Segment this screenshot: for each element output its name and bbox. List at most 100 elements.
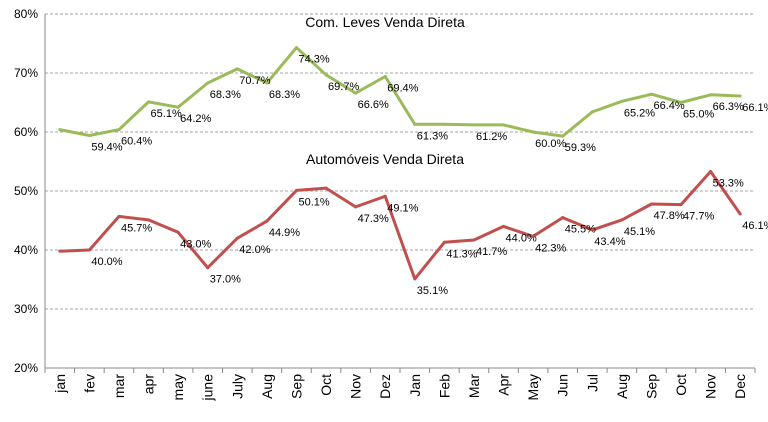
data-point <box>620 218 624 222</box>
x-tick-label: jan <box>52 374 68 394</box>
x-tick-label: Sep <box>643 374 659 399</box>
x-tick-label: July <box>229 374 245 399</box>
data-point <box>738 212 742 216</box>
data-label: 53.3% <box>713 178 744 190</box>
data-label: 60.0% <box>535 138 566 150</box>
data-point <box>561 134 565 138</box>
data-label: 74.3% <box>298 54 329 66</box>
data-point <box>649 202 653 206</box>
x-tick-label: Feb <box>436 374 452 398</box>
data-point <box>324 186 328 190</box>
data-point <box>147 100 151 104</box>
data-label: 66.4% <box>653 100 684 112</box>
data-label: 50.1% <box>298 196 329 208</box>
data-point <box>502 123 506 127</box>
x-tick-label: May <box>525 374 541 400</box>
data-point <box>206 81 210 85</box>
y-tick-label: 50% <box>14 184 38 198</box>
x-tick-label: Mar <box>466 374 482 398</box>
data-point <box>413 122 417 126</box>
data-label: 69.4% <box>387 83 418 95</box>
y-tick-label: 70% <box>14 66 38 80</box>
data-label: 46.1% <box>742 220 768 232</box>
data-point <box>176 105 180 109</box>
x-tick-label: Oct <box>673 374 689 396</box>
data-point <box>531 234 535 238</box>
data-point <box>87 248 91 252</box>
data-label: 41.3% <box>446 248 477 260</box>
data-point <box>324 73 328 77</box>
data-label: 45.5% <box>565 224 596 236</box>
data-point <box>679 203 683 207</box>
x-tick-label: Dez <box>377 374 393 399</box>
x-tick-label: Aug <box>259 374 275 399</box>
x-tick-label: Jul <box>584 374 600 392</box>
data-point <box>442 240 446 244</box>
data-point <box>87 134 91 138</box>
data-label: 49.1% <box>387 202 418 214</box>
data-point <box>58 249 62 253</box>
x-tick-label: fev <box>81 374 97 393</box>
x-tick-label: Aug <box>614 374 630 399</box>
data-label: 65.0% <box>683 109 714 121</box>
data-point <box>117 214 121 218</box>
y-tick-label: 20% <box>14 361 38 375</box>
data-label: 45.7% <box>121 222 152 234</box>
data-point <box>502 224 506 228</box>
x-tick-label: mar <box>111 374 127 398</box>
data-point <box>620 99 624 103</box>
data-point <box>413 277 417 281</box>
data-point <box>472 238 476 242</box>
data-label: 69.7% <box>328 81 359 93</box>
data-point <box>561 216 565 220</box>
data-label: 47.3% <box>358 213 389 225</box>
y-tick-label: 60% <box>14 125 38 139</box>
series-title: Com. Leves Venda Direta <box>305 14 465 30</box>
data-label: 61.2% <box>476 131 507 143</box>
x-tick-label: Nov <box>703 374 719 399</box>
data-point <box>147 218 151 222</box>
y-tick-label: 30% <box>14 302 38 316</box>
data-label: 59.4% <box>91 142 122 154</box>
x-tick-label: Oct <box>318 374 334 396</box>
data-point <box>649 92 653 96</box>
data-label: 68.3% <box>210 89 241 101</box>
data-label: 41.7% <box>476 246 507 258</box>
data-point <box>531 130 535 134</box>
data-point <box>590 228 594 232</box>
data-label: 42.0% <box>239 244 270 256</box>
data-label: 66.1% <box>742 102 768 114</box>
y-tick-label: 80% <box>14 7 38 21</box>
data-point <box>294 46 298 50</box>
data-label: 47.8% <box>653 210 684 222</box>
data-point <box>442 122 446 126</box>
data-point <box>294 188 298 192</box>
data-point <box>709 93 713 97</box>
data-label: 60.4% <box>121 136 152 148</box>
data-label: 44.9% <box>269 227 300 239</box>
data-point <box>472 123 476 127</box>
data-point <box>679 101 683 104</box>
data-label: 43.0% <box>180 238 211 250</box>
data-point <box>235 67 239 71</box>
x-tick-label: june <box>200 374 216 402</box>
data-label: 43.4% <box>594 236 625 248</box>
data-point <box>265 81 269 85</box>
data-point <box>590 110 594 114</box>
x-tick-label: Nov <box>348 374 364 399</box>
series-line-2 <box>59 170 742 281</box>
data-label: 59.3% <box>565 142 596 154</box>
data-label: 66.3% <box>713 101 744 113</box>
data-point <box>709 170 713 174</box>
y-tick-label: 40% <box>14 243 38 257</box>
data-label: 65.1% <box>151 108 182 120</box>
data-label: 40.0% <box>91 256 122 268</box>
x-tick-label: Jun <box>555 374 571 397</box>
data-label: 66.6% <box>358 99 389 111</box>
data-label: 61.3% <box>417 130 448 142</box>
series-title: Automóveis Venda Direta <box>306 151 464 167</box>
data-label: 47.7% <box>683 211 714 223</box>
data-label: 35.1% <box>417 285 448 297</box>
data-label: 45.1% <box>624 226 655 238</box>
